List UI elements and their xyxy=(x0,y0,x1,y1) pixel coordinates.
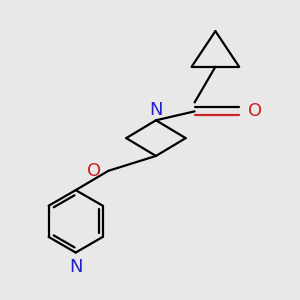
Text: O: O xyxy=(248,102,262,120)
Text: O: O xyxy=(87,162,101,180)
Text: N: N xyxy=(149,101,163,119)
Text: N: N xyxy=(69,258,82,276)
